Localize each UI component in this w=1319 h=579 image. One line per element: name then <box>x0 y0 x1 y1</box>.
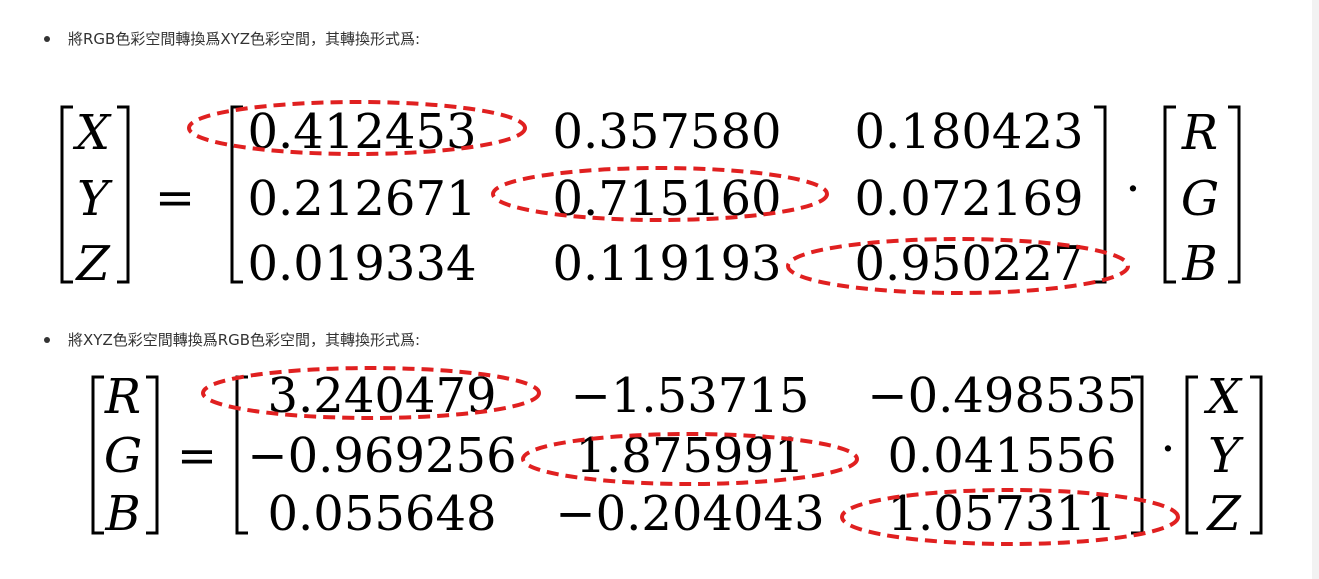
rhs-right-bracket <box>1250 375 1263 535</box>
lhs-right-bracket <box>117 105 130 284</box>
diagonal-highlight-1 <box>187 100 527 156</box>
lhs-var-3: B <box>104 486 140 542</box>
right-scroll-gutter <box>1312 0 1319 579</box>
dot-operator: · <box>1125 161 1140 217</box>
matrix-cell-r1c2: 0.357580 <box>552 104 781 160</box>
lhs-var-1: R <box>104 369 141 425</box>
diagonal-highlight-1 <box>201 366 541 420</box>
matrix-cell-r2c1: −0.969256 <box>247 428 516 484</box>
diagonal-highlight-2 <box>491 166 829 222</box>
matrix-cell-r3c1: 0.055648 <box>267 486 496 542</box>
matrix-cell-r1c3: 0.180423 <box>854 104 1083 160</box>
lhs-left-bracket <box>91 375 104 535</box>
matrix-cell-r2c1: 0.212671 <box>247 171 476 227</box>
bullet-text-xyz-to-rgb: 將XYZ色彩空間轉換爲RGB色彩空間，其轉換形式爲: <box>68 331 421 349</box>
dot-operator: · <box>1160 421 1175 477</box>
lhs-var-2: Y <box>77 171 113 227</box>
rhs-left-bracket <box>1163 105 1176 284</box>
lhs-right-bracket <box>146 375 159 535</box>
matrix-cell-r2c2: 0.715160 <box>552 171 781 227</box>
matrix-cell-r3c2: −0.204043 <box>555 486 824 542</box>
rhs-var-3: B <box>1181 236 1217 292</box>
rhs-var-2: G <box>1181 171 1219 227</box>
bullet-text-rgb-to-xyz: 將RGB色彩空間轉換爲XYZ色彩空間，其轉換形式爲: <box>68 30 421 48</box>
bullet-dot <box>44 337 50 343</box>
rhs-var-3: Z <box>1205 486 1242 542</box>
matrix-cell-r1c2: −1.53715 <box>571 368 810 424</box>
diagonal-highlight-3 <box>786 237 1130 295</box>
matrix-cell-r2c3: 0.072169 <box>854 171 1083 227</box>
equation-xyz-to-rgb: R G B = 3.240479 −1.53715 −0.498535 −0.9… <box>91 366 1263 546</box>
bullet-dot <box>44 36 50 42</box>
lhs-var-1: X <box>72 105 112 161</box>
rhs-var-1: R <box>1181 105 1218 161</box>
matrix-left-bracket <box>230 105 243 284</box>
matrix-cell-r2c3: 0.041556 <box>887 428 1116 484</box>
matrix-left-bracket <box>235 375 248 535</box>
lhs-var-3: Z <box>74 236 111 292</box>
matrix-cell-r3c1: 0.019334 <box>247 236 476 292</box>
equals-sign: = <box>155 170 195 226</box>
equals-sign: = <box>177 428 217 484</box>
matrix-cell-r3c2: 0.119193 <box>552 236 781 292</box>
matrix-right-bracket <box>1094 105 1107 284</box>
matrix-cell-r1c3: −0.498535 <box>867 368 1136 424</box>
equation-rgb-to-xyz: X Y Z = 0.412453 0.357580 0.180423 0.212… <box>60 100 1241 295</box>
rhs-right-bracket <box>1228 105 1241 284</box>
rhs-var-2: Y <box>1208 428 1244 484</box>
bullet-item-rgb-to-xyz: 將RGB色彩空間轉換爲XYZ色彩空間，其轉換形式爲: <box>44 29 420 49</box>
bullet-item-xyz-to-rgb: 將XYZ色彩空間轉換爲RGB色彩空間，其轉換形式爲: <box>44 330 420 350</box>
lhs-left-bracket <box>60 105 73 284</box>
matrix-cell-r1c1: 0.412453 <box>247 104 476 160</box>
rhs-var-1: X <box>1203 369 1243 425</box>
diagonal-highlight-3 <box>840 488 1180 546</box>
lhs-var-2: G <box>104 428 142 484</box>
diagonal-highlight-2 <box>521 432 859 486</box>
rhs-left-bracket <box>1185 375 1198 535</box>
matrix-cell-r3c3: 0.950227 <box>854 236 1083 292</box>
